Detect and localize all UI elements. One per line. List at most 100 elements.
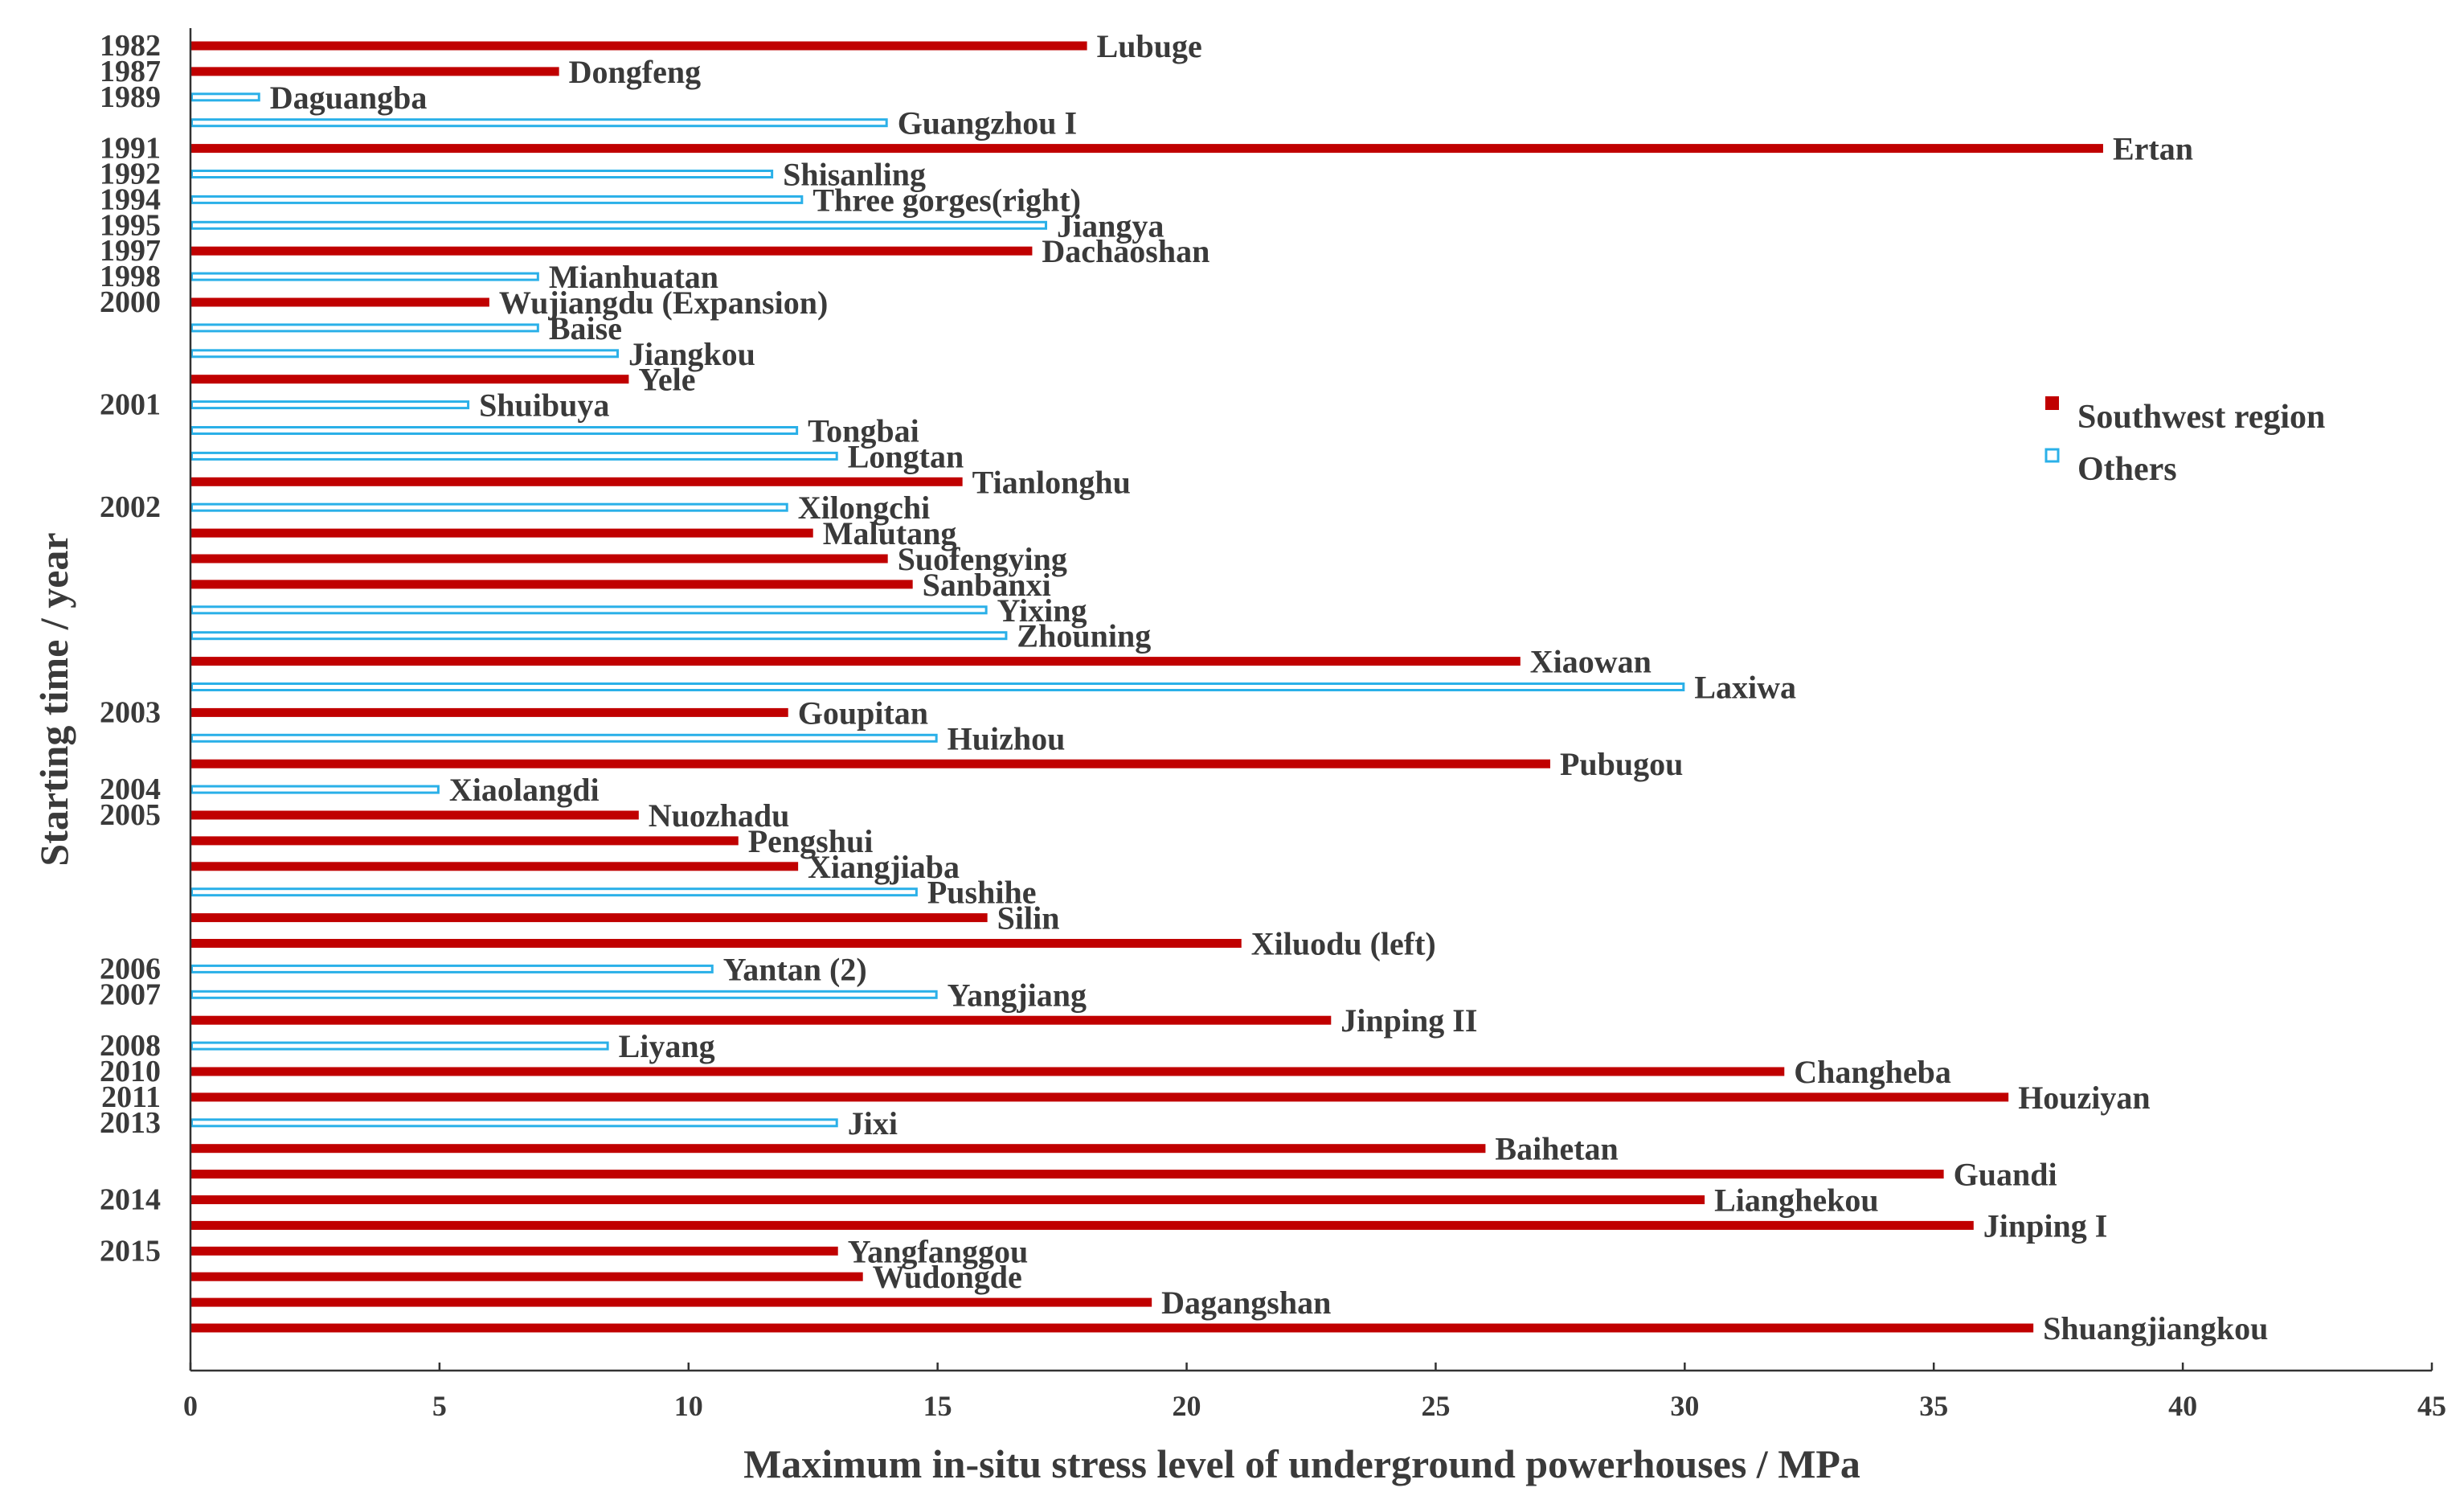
bar-jinping-ii <box>190 1015 1332 1025</box>
bar-label-shisanling: Shisanling <box>783 157 926 193</box>
bar-label-xiluodu-left: Xiluodu (left) <box>1251 926 1436 962</box>
bar-label-liyang: Liyang <box>619 1028 715 1064</box>
bar-label-tianlonghu: Tianlonghu <box>972 464 1131 500</box>
bar-guangzhou-i <box>190 118 888 128</box>
bar-shuibuya <box>190 400 470 410</box>
year-label-1982: 1982 <box>100 29 161 63</box>
bar-jiangkou <box>190 349 620 359</box>
bar-label-jixi: Jixi <box>848 1105 898 1141</box>
x-axis-title: Maximum in-situ stress level of undergro… <box>743 1441 1860 1486</box>
bar-label-huizhou: Huizhou <box>948 720 1066 756</box>
bar-lianghekou <box>190 1195 1705 1204</box>
bar-label-wujiangdu-expansion: Wujiangdu (Expansion) <box>499 285 828 321</box>
bar-yele <box>190 375 629 384</box>
year-label-2005: 2005 <box>100 798 161 832</box>
year-label-1995: 1995 <box>100 208 161 242</box>
year-label-2000: 2000 <box>100 285 161 319</box>
bar-yangjiang <box>190 990 938 999</box>
bar-label-lianghekou: Lianghekou <box>1714 1182 1879 1219</box>
bar-houziyan <box>190 1092 2009 1102</box>
bar-tianlonghu <box>190 477 963 486</box>
bar-label-yele: Yele <box>638 362 695 398</box>
legend: Southwest region Others <box>2044 396 2325 488</box>
bar-jixi <box>190 1118 838 1128</box>
bar-three-gorges-right <box>190 195 804 204</box>
bar-pushihe <box>190 887 918 897</box>
bar-xilongchi <box>190 502 788 512</box>
bar-yixing <box>190 605 988 615</box>
legend-label-southwest: Southwest region <box>2077 399 2325 436</box>
x-tick-label-0: 0 <box>183 1390 198 1422</box>
axes-layer: 0 5 10 15 20 25 30 35 40 45 <box>183 28 2446 1422</box>
bar-label-pengshui: Pengshui <box>748 823 874 859</box>
bar-pengshui <box>190 836 739 846</box>
x-tick-label-25: 25 <box>1421 1390 1450 1422</box>
bar-label-shuibuya: Shuibuya <box>479 387 609 424</box>
bar-label-daguangba: Daguangba <box>270 80 428 116</box>
bar-dongfeng <box>190 67 559 76</box>
bar-longtan <box>190 451 838 461</box>
x-tick-label-10: 10 <box>674 1390 703 1422</box>
bar-label-lubuge: Lubuge <box>1097 28 1202 64</box>
bar-label-laxiwa: Laxiwa <box>1694 670 1796 706</box>
bar-label-xiangjiaba: Xiangjiaba <box>808 849 960 885</box>
bar-tongbai <box>190 426 799 435</box>
bar-label-yangfanggou: Yangfanggou <box>848 1233 1029 1269</box>
bar-label-mianhuatan: Mianhuatan <box>549 259 718 295</box>
bar-daguangba <box>190 92 260 102</box>
bar-label-yangjiang: Yangjiang <box>948 977 1087 1013</box>
bar-mianhuatan <box>190 272 539 281</box>
bar-label-xiaowan: Xiaowan <box>1530 644 1652 680</box>
bar-label-pubugou: Pubugou <box>1560 746 1683 782</box>
bar-label-guangzhou-i: Guangzhou I <box>898 105 1077 141</box>
bar-yangfanggou <box>190 1246 838 1256</box>
bar-wudongde <box>190 1272 863 1281</box>
bar-label-jinping-i: Jinping I <box>1983 1207 2108 1244</box>
year-label-2003: 2003 <box>100 695 161 729</box>
bar-malutang <box>190 528 813 538</box>
x-tick-label-45: 45 <box>2417 1390 2446 1422</box>
bar-label-malutang: Malutang <box>823 515 957 551</box>
bar-shisanling <box>190 170 774 178</box>
x-tick-label-5: 5 <box>432 1390 447 1422</box>
bar-label-dachaoshan: Dachaoshan <box>1042 233 1209 269</box>
bar-guandi <box>190 1170 1944 1179</box>
year-label-2014: 2014 <box>100 1183 161 1217</box>
year-label-2015: 2015 <box>100 1234 161 1268</box>
year-label-1994: 1994 <box>100 182 161 216</box>
bar-jiangya <box>190 220 1048 230</box>
bar-baise <box>190 323 539 333</box>
bar-label-wudongde: Wudongde <box>873 1259 1022 1295</box>
bar-xiaowan <box>190 657 1521 666</box>
bar-label-tongbai: Tongbai <box>808 413 919 449</box>
bar-label-dagangshan: Dagangshan <box>1161 1285 1331 1321</box>
bar-label-jiangkou: Jiangkou <box>628 336 755 372</box>
bar-label-dongfeng: Dongfeng <box>569 54 701 90</box>
bar-xiluodu-left <box>190 939 1242 948</box>
year-label-1997: 1997 <box>100 234 161 268</box>
year-label-2007: 2007 <box>100 977 161 1011</box>
bar-label-yixing: Yixing <box>997 592 1087 629</box>
x-tick-label-20: 20 <box>1173 1390 1201 1422</box>
year-label-2011: 2011 <box>101 1080 161 1114</box>
bar-laxiwa <box>190 682 1685 691</box>
legend-swatch-southwest <box>2045 396 2059 410</box>
year-label-2008: 2008 <box>100 1029 161 1063</box>
bar-shuangjiangkou <box>190 1323 2034 1333</box>
bar-label-zhouning: Zhouning <box>1017 618 1151 654</box>
bar-silin <box>190 913 988 923</box>
bar-lubuge <box>190 41 1087 51</box>
year-label-2010: 2010 <box>100 1055 161 1088</box>
bar-changheba <box>190 1067 1785 1076</box>
bar-label-jinping-ii: Jinping II <box>1340 1002 1477 1039</box>
bar-dagangshan <box>190 1297 1152 1307</box>
bar-yantan-2 <box>190 964 714 973</box>
bar-goupitan <box>190 707 788 717</box>
bar-label-longtan: Longtan <box>848 438 964 474</box>
bar-label-nuozhadu: Nuozhadu <box>649 797 790 834</box>
bar-label-jiangya: Jiangya <box>1057 207 1164 244</box>
bar-label-silin: Silin <box>997 900 1060 936</box>
bar-nuozhadu <box>190 810 639 820</box>
